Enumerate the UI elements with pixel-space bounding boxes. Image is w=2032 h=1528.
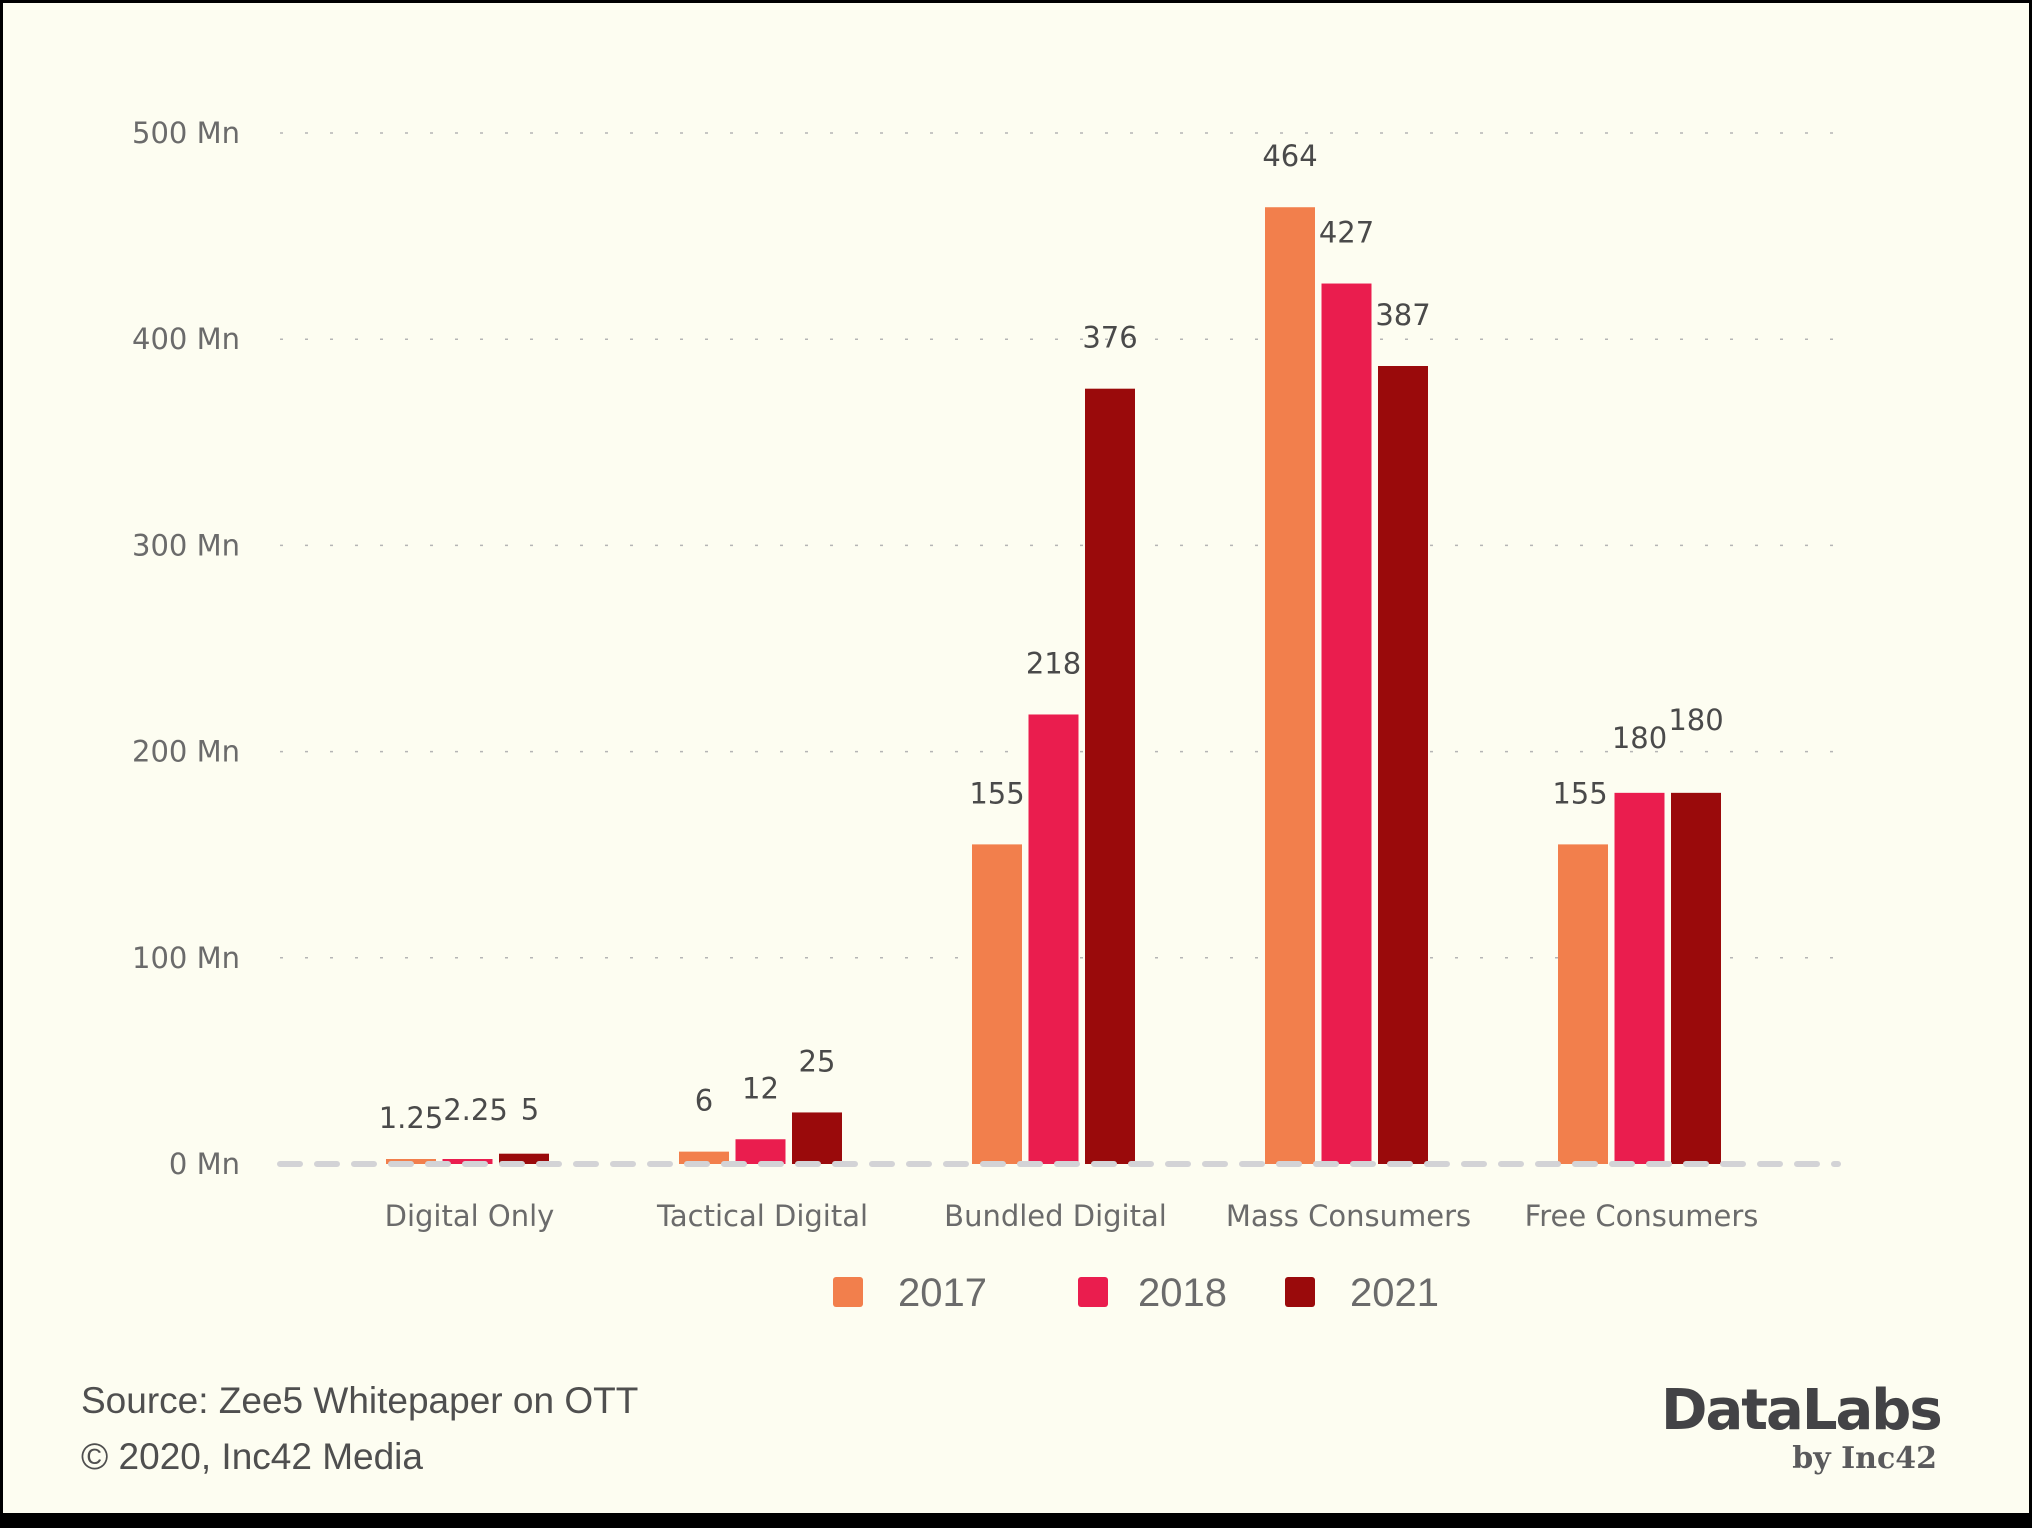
- bar-2021-bundled-digital: [1085, 388, 1135, 1164]
- bar-2021-mass-consumers: [1378, 366, 1428, 1165]
- data-label: 25: [799, 1044, 836, 1078]
- x-axis-label: Digital Only: [385, 1199, 555, 1233]
- footer: Source: Zee5 Whitepaper on OTT © 2020, I…: [81, 1373, 638, 1485]
- bar-2021-digital-only: [499, 1153, 549, 1164]
- legend-label-2021: 2021: [1350, 1271, 1439, 1315]
- legend-label-2018: 2018: [1138, 1271, 1227, 1315]
- bar-2021-tactical-digital: [792, 1112, 842, 1164]
- data-label: 427: [1319, 216, 1374, 250]
- x-axis-label: Mass Consumers: [1226, 1199, 1471, 1233]
- data-label: 180: [1668, 703, 1723, 737]
- x-axis-label: Bundled Digital: [944, 1199, 1167, 1233]
- data-label: 155: [969, 776, 1024, 810]
- legend-swatch-2021: [1285, 1277, 1315, 1307]
- y-tick-label: 0 Mn: [169, 1147, 240, 1181]
- data-label: 2.25: [443, 1093, 508, 1127]
- x-axis-label: Free Consumers: [1525, 1199, 1759, 1233]
- x-axis-labels: Digital Only Tactical Digital Bundled Digi…: [385, 1199, 1759, 1233]
- data-label: 376: [1082, 321, 1137, 355]
- copyright-text: © 2020, Inc42 Media: [81, 1436, 423, 1477]
- bar-2017-free-consumers: [1558, 844, 1608, 1164]
- bar-2021-free-consumers: [1671, 792, 1721, 1164]
- data-label: 1.25: [379, 1101, 444, 1135]
- data-label: 464: [1262, 139, 1317, 173]
- x-axis-label: Tactical Digital: [656, 1199, 868, 1233]
- legend-swatch-2017: [833, 1277, 863, 1307]
- data-label: 387: [1375, 298, 1430, 332]
- data-label: 218: [1026, 646, 1081, 680]
- logo-name: DataLabs: [1661, 1378, 1943, 1443]
- y-tick-label: 100 Mn: [132, 941, 240, 975]
- bar-2017-bundled-digital: [972, 844, 1022, 1164]
- y-tick-label: 500 Mn: [132, 116, 240, 150]
- bar-2018-bundled-digital: [1028, 714, 1079, 1164]
- data-label: 12: [742, 1071, 779, 1105]
- source-text: Source: Zee5 Whitepaper on OTT: [81, 1380, 639, 1421]
- bars: [386, 207, 1721, 1165]
- legend-swatch-2018: [1078, 1277, 1108, 1307]
- bar-2017-tactical-digital: [679, 1151, 729, 1164]
- bar-2017-mass-consumers: [1265, 207, 1315, 1164]
- data-label: 5: [521, 1093, 539, 1127]
- y-axis-ticks: 0 Mn 100 Mn 200 Mn 300 Mn 400 Mn 500 Mn: [132, 116, 240, 1181]
- legend-label-2017: 2017: [898, 1271, 987, 1315]
- bar-2018-mass-consumers: [1321, 283, 1372, 1164]
- y-tick-label: 400 Mn: [132, 322, 240, 356]
- datalabs-logo: DataLabs by Inc42: [1661, 1378, 1943, 1477]
- bar-2018-tactical-digital: [735, 1139, 786, 1164]
- data-label: 155: [1552, 776, 1607, 810]
- data-labels: 1.25 2.25 5 6 122515521837646442738715518018…: [379, 139, 1724, 1135]
- bar-2018-free-consumers: [1614, 792, 1665, 1164]
- legend: 2017 2018 2021: [833, 1271, 1439, 1315]
- y-tick-label: 200 Mn: [132, 735, 240, 769]
- y-tick-label: 300 Mn: [132, 528, 240, 562]
- logo-by-line: by Inc42: [1792, 1441, 1937, 1476]
- chart-frame: 0 Mn 100 Mn 200 Mn 300 Mn 400 Mn 500 Mn 1.25 2…: [3, 3, 2029, 1513]
- data-label: 180: [1612, 721, 1667, 755]
- data-label: 6: [695, 1084, 713, 1118]
